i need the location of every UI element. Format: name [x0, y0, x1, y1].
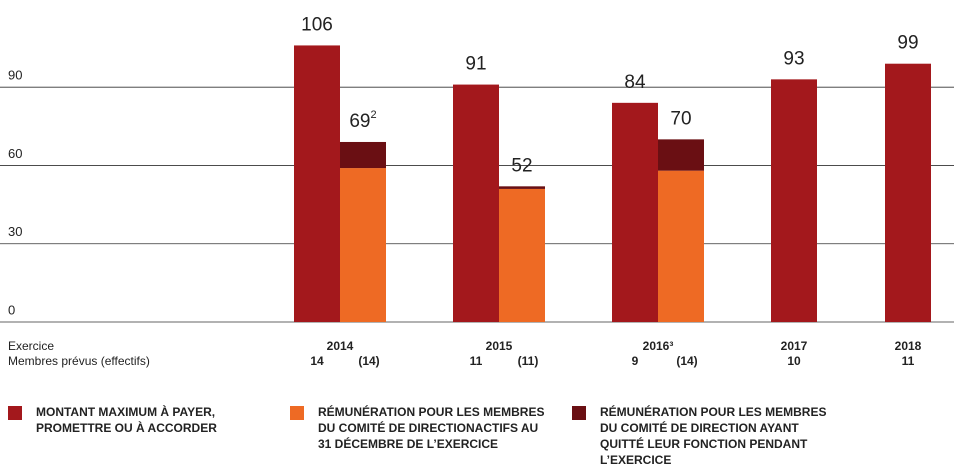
stacked-bar [658, 139, 704, 171]
x-tick-label: 2016³ [643, 339, 674, 353]
value-label: 84 [624, 72, 646, 93]
legend-item: MONTANT MAXIMUM À PAYER, PROMETTRE OU À … [8, 404, 270, 436]
value-label: 93 [783, 48, 804, 69]
members-effective: (14) [358, 354, 379, 368]
bar [885, 63, 931, 322]
row-label: Membres prévus (effectifs) [8, 354, 150, 368]
stacked-bar [499, 188, 545, 322]
value-label: 106 [301, 14, 333, 35]
stacked-bar [499, 186, 545, 189]
legend-label: RÉMUNÉRATION POUR LES MEMBRES DU COMITÉ … [318, 405, 545, 451]
x-tick-label: 2015 [486, 339, 513, 353]
bar [453, 84, 499, 322]
legend-swatch [8, 406, 22, 420]
bar [771, 79, 817, 322]
y-tick-label: 30 [8, 224, 22, 239]
x-tick-label: 2017 [781, 339, 808, 353]
legend-item: RÉMUNÉRATION POUR LES MEMBRES DU COMITÉ … [572, 404, 834, 468]
legend-label: RÉMUNÉRATION POUR LES MEMBRES DU COMITÉ … [600, 405, 827, 467]
members-planned: 11 [902, 354, 915, 368]
value-label: 99 [897, 33, 918, 54]
members-effective: (14) [676, 354, 697, 368]
bar [294, 45, 340, 322]
stacked-bar [340, 168, 386, 322]
members-effective: (11) [518, 354, 539, 368]
total-label: 692 [349, 109, 376, 132]
legend-swatch [290, 406, 304, 420]
y-tick-label: 0 [8, 302, 15, 317]
x-tick-label: 2018 [895, 339, 922, 353]
x-tick-label: 2014 [327, 339, 354, 353]
bar [612, 102, 658, 322]
legend-label: MONTANT MAXIMUM À PAYER, PROMETTRE OU À … [36, 405, 217, 435]
y-tick-label: 90 [8, 68, 22, 83]
total-value: 52 [511, 155, 532, 176]
legend-item: RÉMUNÉRATION POUR LES MEMBRES DU COMITÉ … [290, 404, 552, 452]
footnote: 2 [371, 109, 377, 121]
members-planned: 10 [787, 354, 801, 368]
members-planned: 9 [632, 354, 639, 368]
total-label: 70 [670, 108, 691, 129]
legend: MONTANT MAXIMUM À PAYER, PROMETTRE OU À … [0, 404, 954, 468]
total-value: 69 [349, 111, 370, 132]
total-label: 52 [511, 155, 532, 176]
members-planned: 14 [310, 354, 324, 368]
value-label: 91 [465, 54, 486, 75]
row-label: Exercice [8, 339, 54, 353]
stacked-bar [658, 170, 704, 322]
y-tick-label: 60 [8, 146, 22, 161]
legend-swatch [572, 406, 586, 420]
stacked-bar [340, 141, 386, 169]
members-planned: 11 [470, 354, 483, 368]
total-value: 70 [670, 108, 691, 129]
